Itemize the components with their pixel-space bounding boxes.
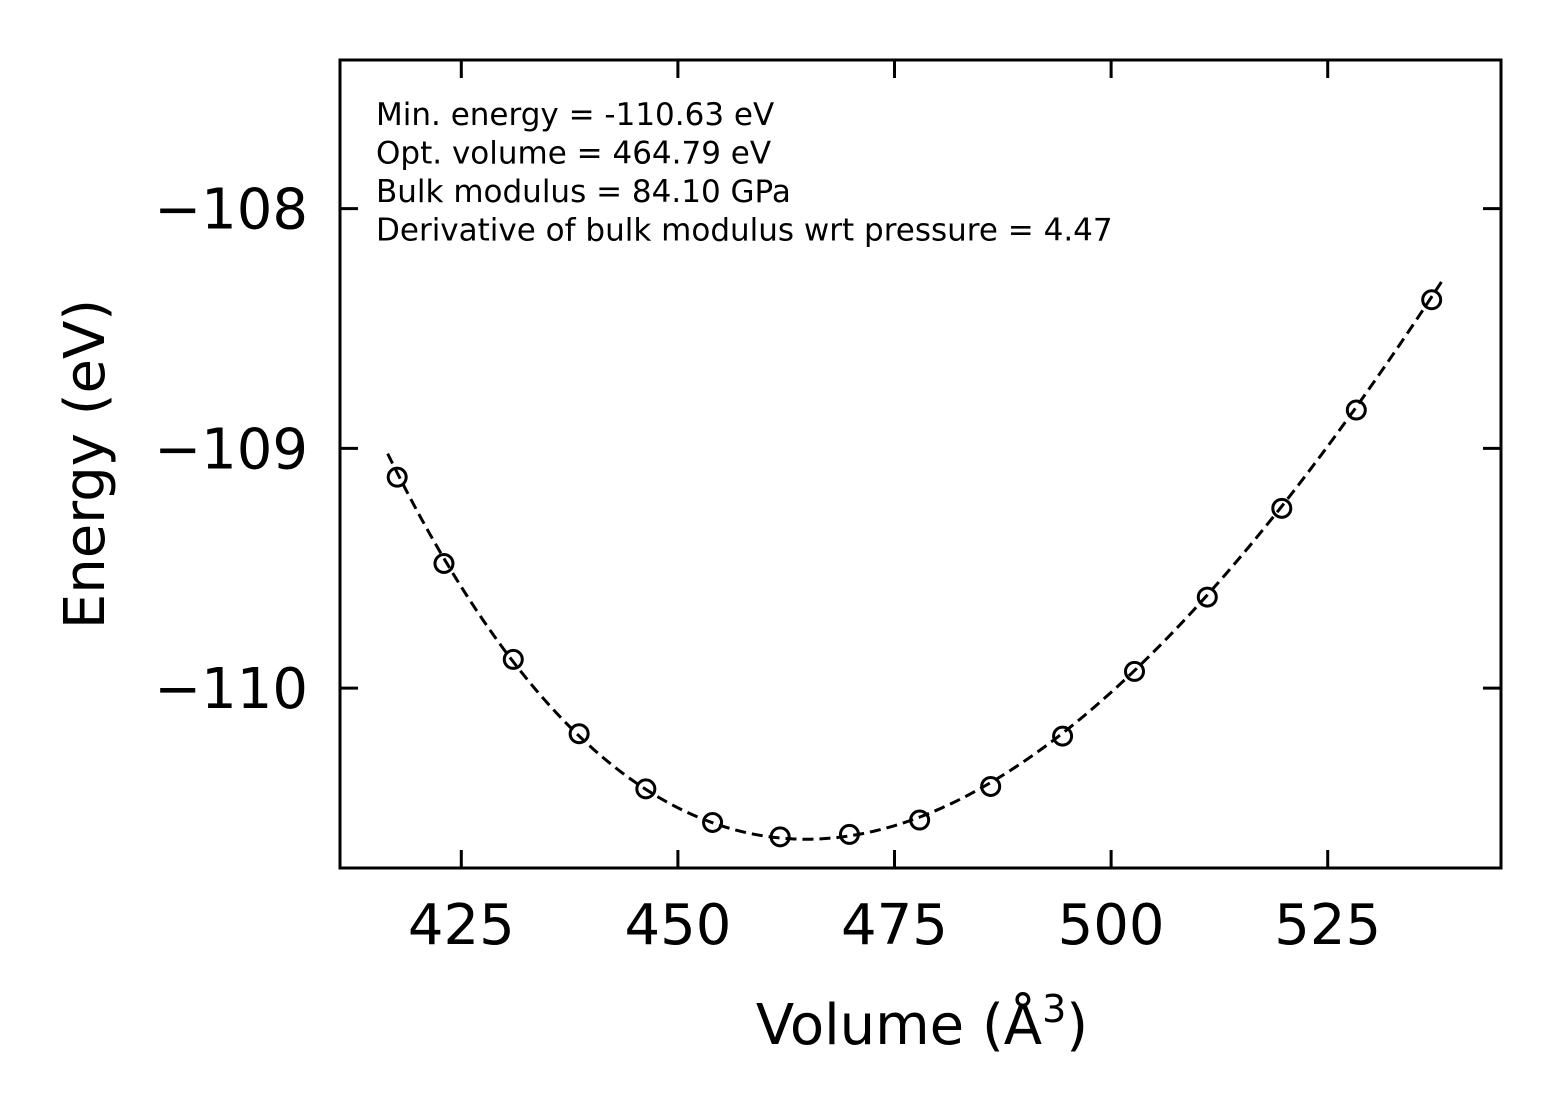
data-point bbox=[1271, 497, 1293, 519]
annotation-line: Bulk modulus = 84.10 GPa bbox=[376, 174, 791, 210]
data-point bbox=[635, 778, 657, 800]
data-point bbox=[838, 823, 860, 845]
x-tick-label: 500 bbox=[1058, 893, 1165, 958]
data-point bbox=[980, 775, 1002, 797]
y-tick-label: −109 bbox=[154, 417, 308, 482]
axis-ticks bbox=[340, 60, 1501, 868]
annotation-line: Min. energy = -110.63 eV bbox=[376, 97, 774, 133]
x-tick-label: 450 bbox=[624, 893, 731, 958]
tick-labels: 425 450 475 500 525 −110 −109 −108 bbox=[154, 178, 1381, 958]
y-axis-label: Energy (eV) bbox=[53, 299, 118, 629]
x-tick-label: 525 bbox=[1274, 893, 1381, 958]
data-point bbox=[909, 809, 931, 831]
plot-frame bbox=[338, 58, 1503, 870]
x-tick-label: 425 bbox=[408, 893, 515, 958]
annotation-line: Opt. volume = 464.79 eV bbox=[376, 136, 771, 172]
data-point bbox=[433, 553, 455, 575]
data-point bbox=[1124, 660, 1146, 682]
data-point bbox=[386, 466, 408, 488]
data-point bbox=[1421, 289, 1443, 311]
x-axis-label-close: ) bbox=[1066, 993, 1088, 1058]
data-point bbox=[1196, 586, 1218, 608]
data-point bbox=[568, 723, 590, 745]
data-point bbox=[1052, 725, 1074, 747]
annotation-line: Derivative of bulk modulus wrt pressure … bbox=[376, 213, 1113, 249]
x-tick-label: 475 bbox=[841, 893, 948, 958]
data-point bbox=[769, 826, 791, 848]
data-point bbox=[502, 648, 524, 670]
x-axis-label: Volume (Å3) bbox=[756, 987, 1088, 1058]
data-points bbox=[386, 289, 1443, 848]
data-point bbox=[1345, 399, 1367, 421]
x-axis-label-sup: 3 bbox=[1042, 987, 1066, 1031]
y-tick-label: −110 bbox=[154, 657, 308, 722]
fit-curve bbox=[386, 278, 1445, 841]
y-tick-label: −108 bbox=[154, 178, 308, 243]
data-point bbox=[702, 811, 724, 833]
